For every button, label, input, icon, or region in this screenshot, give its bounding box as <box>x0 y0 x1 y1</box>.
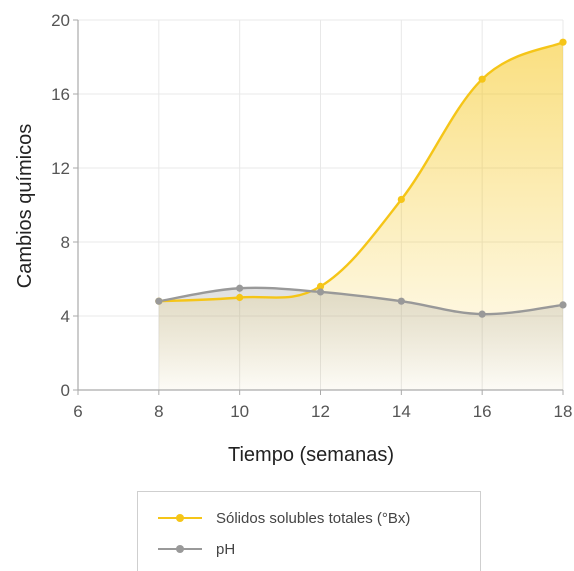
series-points <box>155 38 567 318</box>
data-point-ph-12 <box>316 288 325 296</box>
legend-swatch-ph <box>158 542 202 556</box>
x-tick-label-14: 14 <box>392 402 411 421</box>
x-tick-label-6: 6 <box>73 402 82 421</box>
series-line-ph <box>158 286 564 316</box>
legend-swatch-ssc <box>158 511 202 525</box>
y-tick-label-12: 12 <box>51 159 70 178</box>
x-tick-label-12: 12 <box>311 402 330 421</box>
y-axis-ticks: 0 4 8 12 16 20 <box>51 11 78 400</box>
data-point-ph-14 <box>397 297 405 305</box>
data-point-ssc-10 <box>236 293 244 302</box>
data-point-ssc-12 <box>316 282 325 290</box>
y-axis-title: Cambios químicos <box>14 124 36 289</box>
x-tick-label-18: 18 <box>554 402 573 421</box>
x-tick-label-8: 8 <box>154 402 163 421</box>
x-tick-label-16: 16 <box>473 402 492 421</box>
y-tick-label-0: 0 <box>61 381 70 400</box>
data-point-ph-10 <box>236 284 244 292</box>
legend-item-ph[interactable]: pH <box>158 537 235 561</box>
y-tick-label-20: 20 <box>51 11 70 30</box>
y-tick-label-8: 8 <box>61 233 70 252</box>
data-point-ph-18 <box>559 301 567 309</box>
y-tick-label-4: 4 <box>61 307 70 326</box>
data-point-ssc-14 <box>397 195 405 204</box>
x-tick-label-10: 10 <box>230 402 249 421</box>
data-point-ssc-16 <box>478 75 486 83</box>
legend-label-ph: pH <box>216 540 236 558</box>
x-axis-ticks: 6 8 10 12 14 16 18 <box>73 390 572 421</box>
legend-item-ssc[interactable]: Sólidos solubles totales (°Bx) <box>158 506 410 530</box>
x-axis-title: Tiempo (semanas) <box>228 444 394 466</box>
y-tick-label-16: 16 <box>51 85 70 104</box>
legend: Sólidos solubles totales (°Bx) pH <box>137 491 481 571</box>
data-point-ph-16 <box>478 310 486 318</box>
data-point-ssc-18 <box>559 38 567 46</box>
legend-label-ssc: Sólidos solubles totales (°Bx) <box>216 509 411 527</box>
data-point-ph-8 <box>155 297 163 305</box>
